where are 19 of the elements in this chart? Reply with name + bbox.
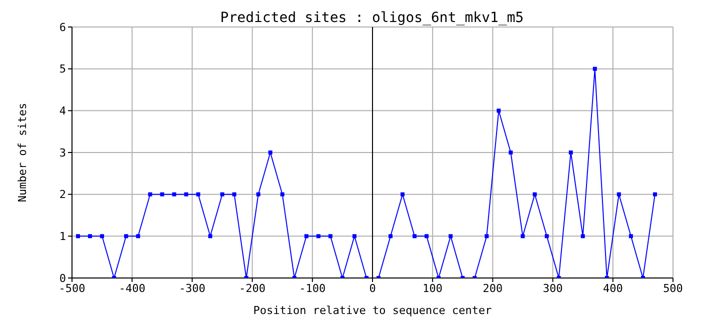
x-tick-label: -100 bbox=[299, 282, 326, 295]
x-axis-title: Position relative to sequence center bbox=[253, 304, 492, 317]
y-axis-title: Number of sites bbox=[16, 102, 29, 202]
y-tick-label: 4 bbox=[59, 104, 66, 118]
x-tick-label: 300 bbox=[542, 282, 563, 295]
x-tick-label: 100 bbox=[422, 282, 443, 295]
y-tick-label: 3 bbox=[59, 146, 66, 160]
x-tick-label: -400 bbox=[118, 282, 146, 295]
x-tick-label: 400 bbox=[602, 282, 623, 295]
y-tick-label: 1 bbox=[59, 230, 66, 244]
y-tick-label: 6 bbox=[59, 20, 66, 34]
x-tick-label: 0 bbox=[369, 282, 376, 295]
x-tick-label: 200 bbox=[482, 282, 503, 295]
x-tick-label: -200 bbox=[239, 282, 266, 295]
chart-title: Predicted sites : oligos_6nt_mkv1_m5 bbox=[220, 10, 524, 26]
x-tick-label: -300 bbox=[178, 282, 206, 295]
y-tick-label: 5 bbox=[59, 62, 66, 76]
x-tick-label: 500 bbox=[663, 282, 683, 295]
y-tick-label: 2 bbox=[59, 188, 66, 202]
